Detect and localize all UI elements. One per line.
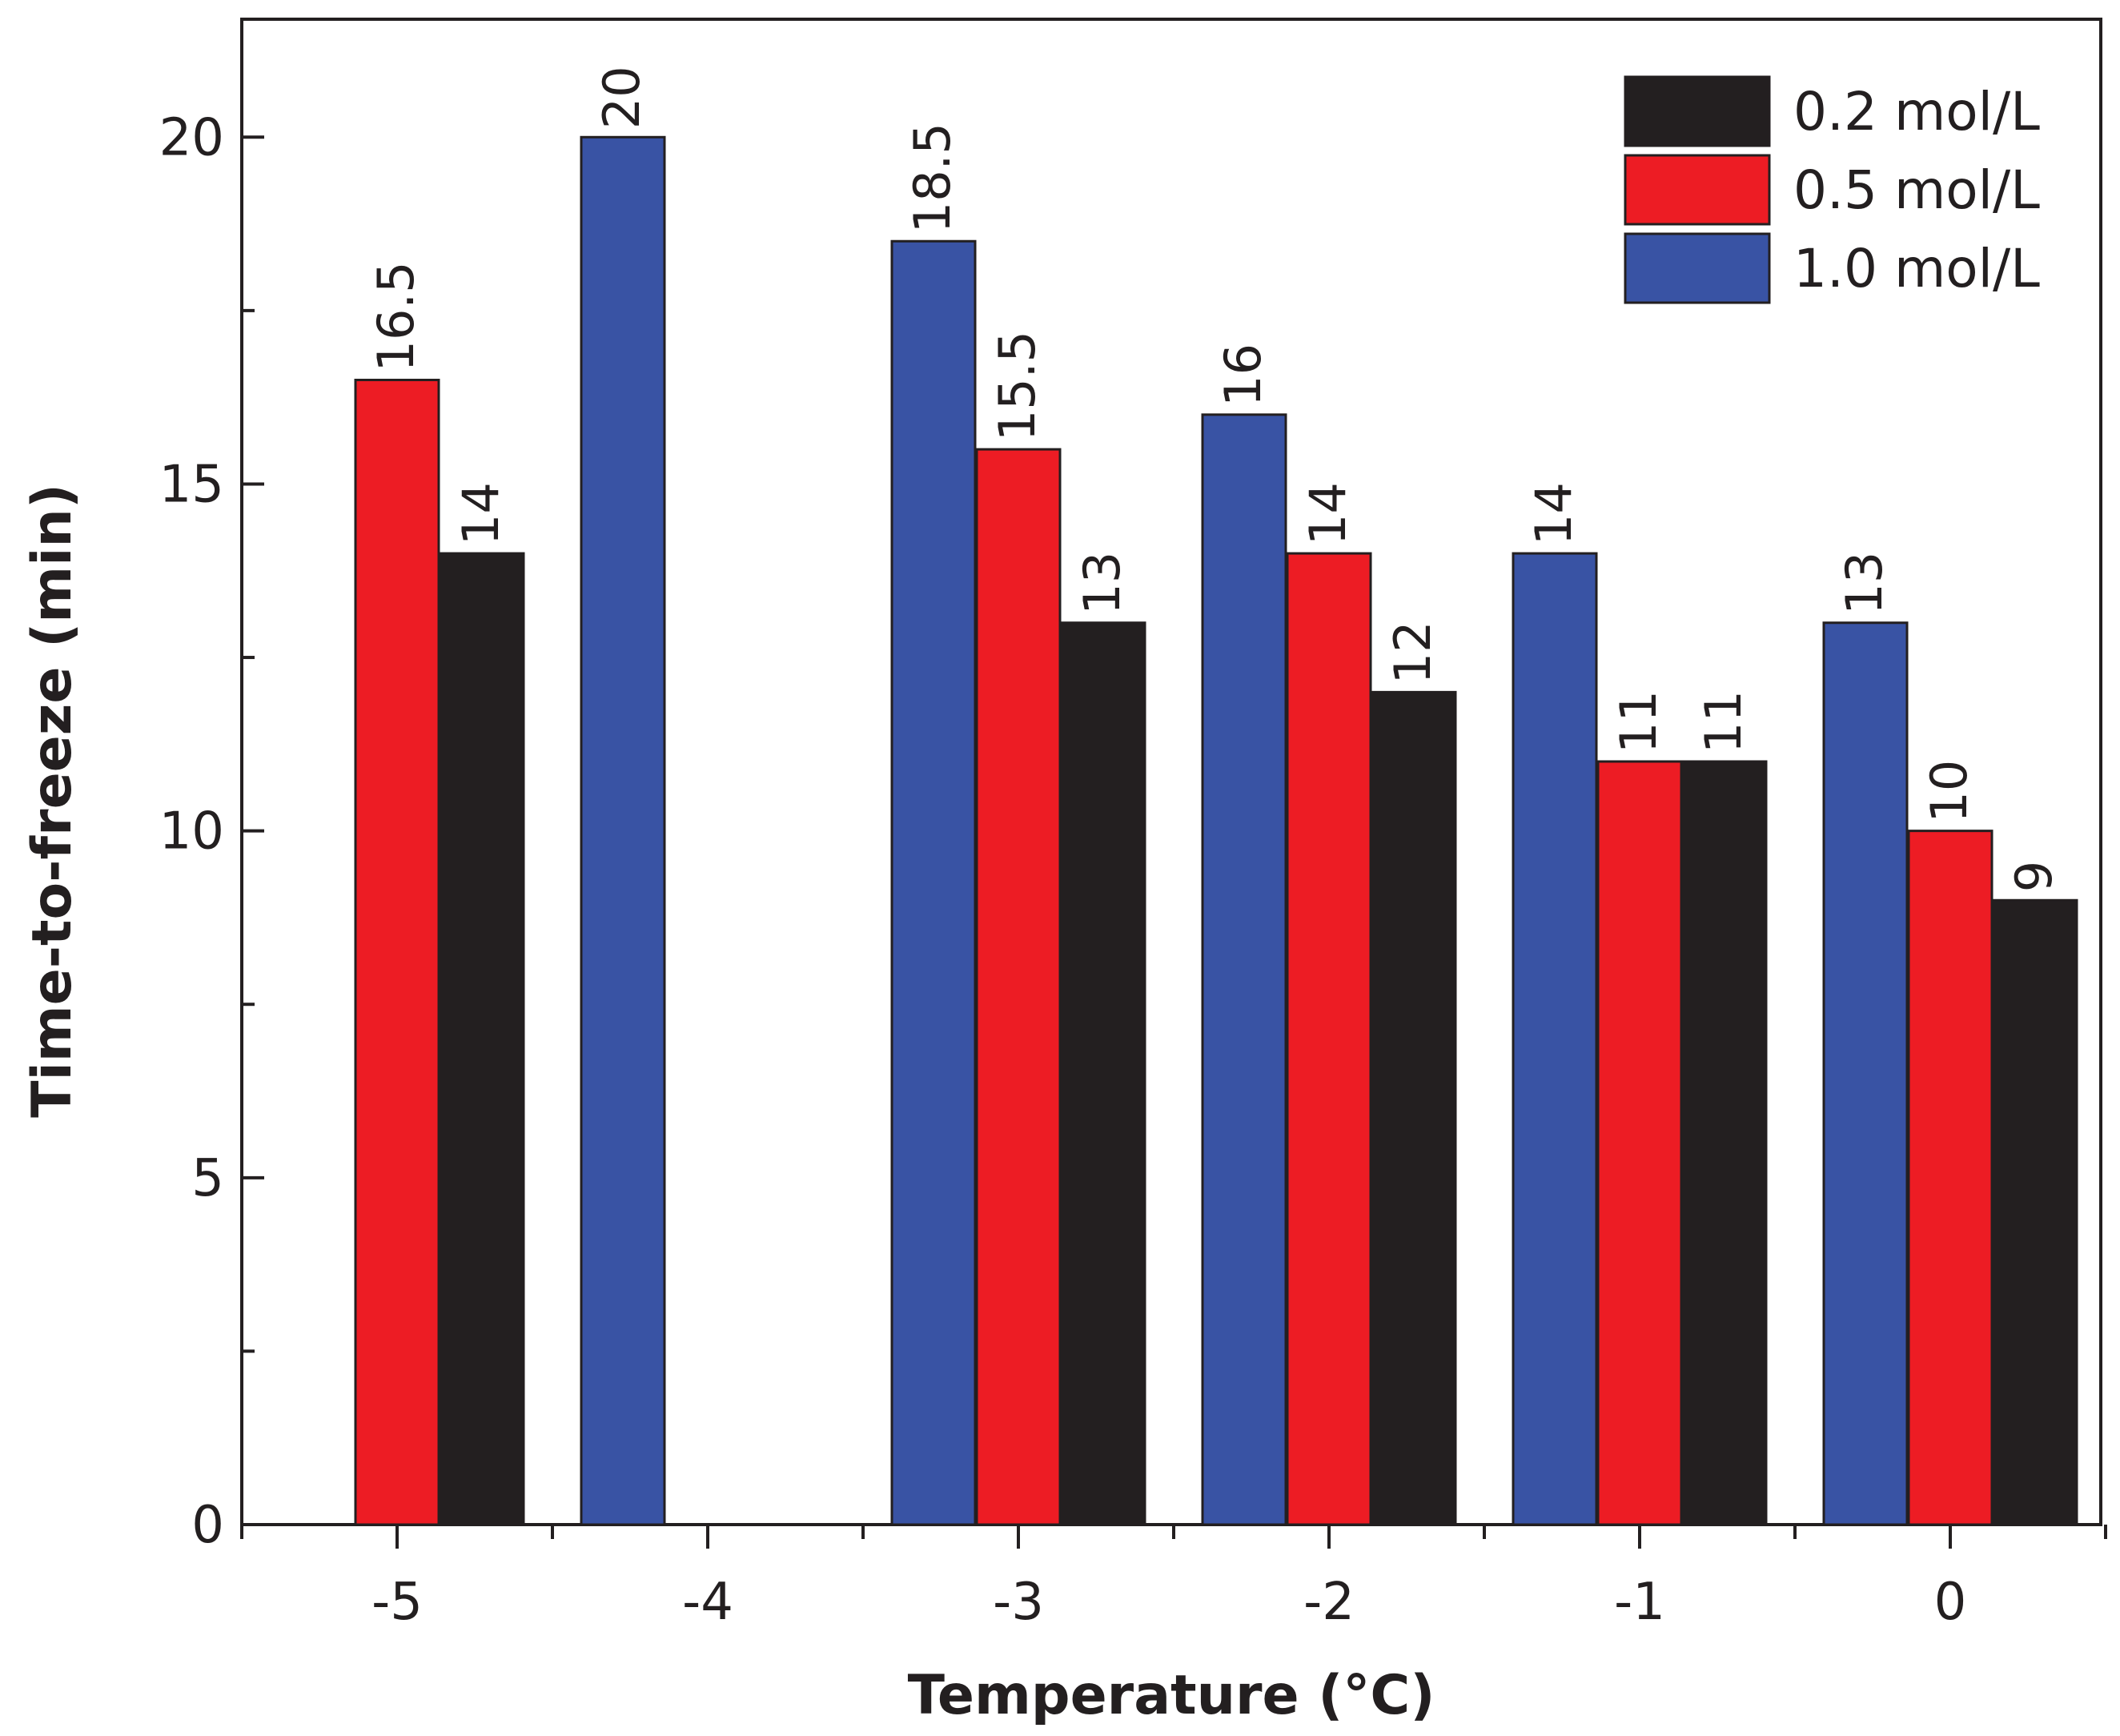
data-label: 14 xyxy=(1299,482,1357,545)
legend-label: 0.5 mol/L xyxy=(1793,159,2040,221)
bar xyxy=(580,135,666,1526)
x-tick-label: -1 xyxy=(1614,1573,1665,1632)
bar xyxy=(1371,690,1457,1526)
data-label: 12 xyxy=(1383,621,1442,684)
data-label: 18.5 xyxy=(903,123,962,233)
data-labels: 16.5 14 20 18.5 15.5 13 16 14 12 14 11 11 13 10 9 xyxy=(367,66,2063,892)
bar xyxy=(439,552,525,1526)
bar xyxy=(1201,413,1287,1526)
legend: 0.2 mol/L 0.5 mol/L 1.0 mol/L xyxy=(1624,75,2040,304)
bar xyxy=(1992,898,2078,1526)
data-label: 9 xyxy=(2005,861,2063,892)
x-tick-label: -3 xyxy=(993,1573,1044,1632)
legend-swatch xyxy=(1624,154,1771,226)
x-tick-label: -5 xyxy=(371,1573,423,1632)
bar xyxy=(1681,760,1768,1526)
y-axis: 0 5 10 15 20 xyxy=(159,108,264,1555)
y-tick-label: 15 xyxy=(159,455,224,514)
bar xyxy=(1512,552,1598,1526)
data-label: 13 xyxy=(1073,552,1131,615)
data-label: 10 xyxy=(1920,760,1978,823)
x-axis: -5 -4 -3 -2 -1 0 xyxy=(240,1525,2107,1632)
bar xyxy=(1060,621,1146,1526)
data-label: 11 xyxy=(1694,690,1753,753)
bar xyxy=(1907,830,1994,1526)
y-axis-title: Time-to-freeze (min) xyxy=(21,484,84,1118)
data-label: 16.5 xyxy=(367,261,425,372)
bar xyxy=(354,379,440,1526)
legend-label: 0.2 mol/L xyxy=(1793,81,2040,143)
y-tick-label: 10 xyxy=(159,802,224,862)
bar xyxy=(1286,552,1372,1526)
bar xyxy=(1596,760,1683,1526)
data-label: 13 xyxy=(1835,552,1893,615)
y-tick-label: 20 xyxy=(159,108,224,167)
bar xyxy=(890,239,977,1526)
bar xyxy=(1822,621,1909,1526)
plot-frame xyxy=(240,18,2102,1526)
legend-swatch xyxy=(1624,75,1771,147)
x-tick-label: -2 xyxy=(1303,1573,1355,1632)
data-label: 15.5 xyxy=(988,331,1046,441)
x-tick-label: -4 xyxy=(682,1573,733,1632)
y-tick-label: 5 xyxy=(191,1149,224,1208)
data-label: 20 xyxy=(592,66,651,129)
x-tick-label: 0 xyxy=(1934,1573,1967,1632)
data-label: 11 xyxy=(1609,690,1668,753)
y-tick-label: 0 xyxy=(191,1496,224,1555)
bar xyxy=(975,448,1062,1526)
legend-label: 1.0 mol/L xyxy=(1793,238,2040,299)
bars xyxy=(354,135,2078,1526)
legend-swatch xyxy=(1624,232,1771,304)
x-axis-title: Temperature (°C) xyxy=(908,1664,1435,1727)
data-label: 16 xyxy=(1214,344,1272,407)
data-label: 14 xyxy=(452,482,510,545)
data-label: 14 xyxy=(1524,482,1583,545)
